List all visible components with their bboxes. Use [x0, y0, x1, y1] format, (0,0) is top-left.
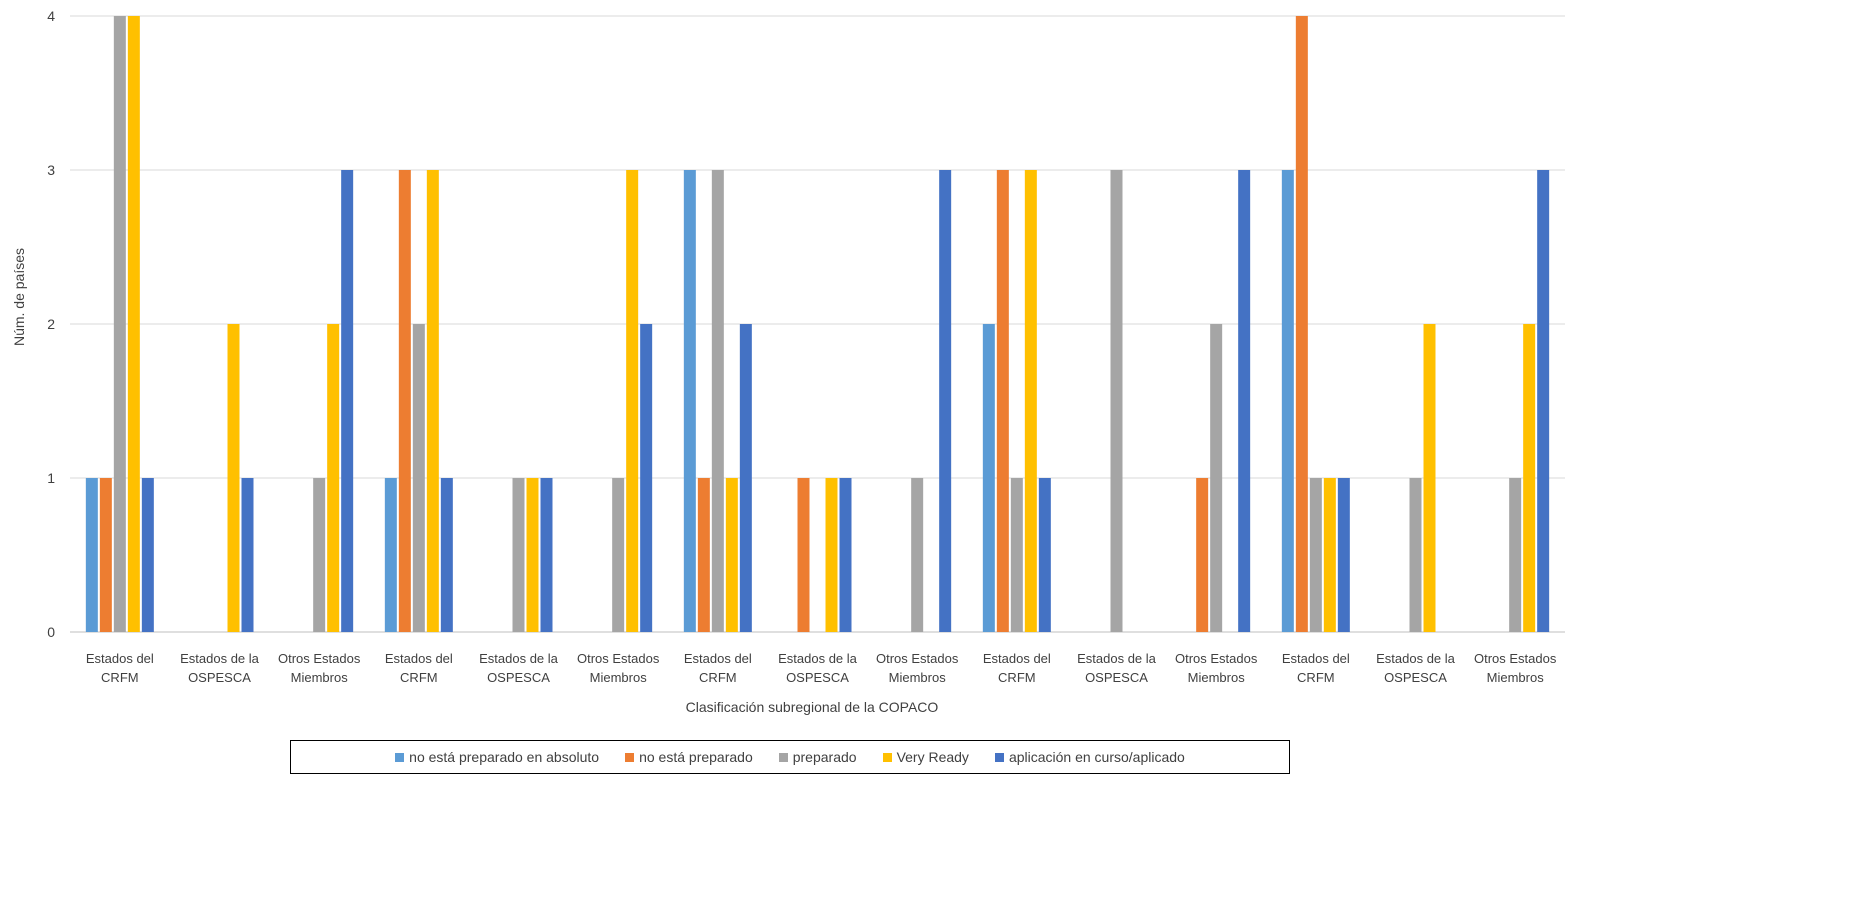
legend: no está preparado en absoluto no está pre…	[290, 740, 1290, 774]
bar	[341, 170, 354, 632]
x-tick-label: Estados del CRFM	[385, 651, 453, 685]
bar	[1295, 16, 1308, 632]
legend-item: Very Ready	[882, 749, 969, 765]
bar	[384, 478, 397, 632]
bar	[725, 478, 738, 632]
legend-swatch	[625, 752, 635, 762]
y-tick-label: 3	[47, 162, 55, 178]
bar	[1523, 324, 1536, 632]
bar	[1323, 478, 1336, 632]
y-axis-title: Núm. de países	[11, 248, 27, 346]
bar	[227, 324, 240, 632]
bar	[982, 324, 995, 632]
bar	[440, 478, 453, 632]
bar	[1423, 324, 1436, 632]
bar	[540, 478, 553, 632]
bar	[1010, 478, 1023, 632]
legend-label: no está preparado	[639, 749, 753, 765]
x-tick-label: Estados de la OSPESCA	[180, 651, 260, 685]
legend-label: aplicación en curso/aplicado	[1008, 749, 1185, 765]
legend-swatch	[994, 752, 1004, 762]
legend-item: no está preparado en absoluto	[395, 749, 599, 765]
x-tick-label: Estados de la OSPESCA	[1077, 651, 1157, 685]
x-tick-label: Estados del CRFM	[684, 651, 752, 685]
x-tick-label: Estados de la OSPESCA	[1376, 651, 1456, 685]
bar	[327, 324, 340, 632]
bar	[1196, 478, 1209, 632]
bar	[1038, 478, 1051, 632]
x-tick-label: Otros Estados Miembros	[278, 651, 361, 685]
x-tick-label: Estados del CRFM	[86, 651, 154, 685]
bar	[412, 324, 425, 632]
bar	[825, 478, 838, 632]
legend-label: preparado	[792, 749, 857, 765]
bar	[85, 478, 98, 632]
y-axis-ticks: 0 1 2 3 4	[47, 8, 55, 640]
bar	[1337, 478, 1350, 632]
bar	[1309, 478, 1322, 632]
bar	[141, 478, 154, 632]
bars	[85, 16, 1550, 632]
bar	[526, 478, 539, 632]
bar	[939, 170, 952, 632]
bar	[797, 478, 810, 632]
x-tick-label: Otros Estados Miembros	[876, 651, 959, 685]
x-tick-label: Estados del CRFM	[983, 651, 1051, 685]
bar	[697, 478, 710, 632]
x-tick-label: Otros Estados Miembros	[1175, 651, 1258, 685]
bar	[1281, 170, 1294, 632]
x-axis-ticks: Estados del CRFM Estados de la OSPESCA Otros…	[86, 651, 1557, 685]
bar	[426, 170, 439, 632]
legend-swatch	[882, 752, 892, 762]
bar	[1509, 478, 1522, 632]
bar	[996, 170, 1009, 632]
bar	[626, 170, 639, 632]
x-tick-label: Estados de la OSPESCA	[479, 651, 559, 685]
bar	[113, 16, 126, 632]
x-tick-label: Otros Estados Miembros	[1474, 651, 1557, 685]
x-tick-label: Estados del CRFM	[1282, 651, 1350, 685]
bar	[1210, 324, 1223, 632]
x-axis-title: Clasificación subregional de la COPACO	[686, 699, 939, 715]
bar	[1409, 478, 1422, 632]
bar	[1238, 170, 1251, 632]
legend-item: preparado	[778, 749, 857, 765]
bar	[512, 478, 525, 632]
bar	[1110, 170, 1123, 632]
bar	[683, 170, 696, 632]
bar	[739, 324, 752, 632]
legend-label: no está preparado en absoluto	[409, 749, 600, 765]
bar	[241, 478, 254, 632]
x-tick-label: Estados de la OSPESCA	[778, 651, 858, 685]
legend-item: no está preparado	[625, 749, 753, 765]
y-tick-label: 4	[47, 8, 55, 24]
bar	[313, 478, 326, 632]
bar	[711, 170, 724, 632]
y-tick-label: 2	[47, 316, 55, 332]
y-tick-label: 1	[47, 470, 55, 486]
bar	[99, 478, 112, 632]
bar	[398, 170, 411, 632]
legend-item: aplicación en curso/aplicado	[994, 749, 1185, 765]
legend-swatch	[778, 752, 788, 762]
y-tick-label: 0	[47, 624, 55, 640]
bar	[612, 478, 625, 632]
bar	[1024, 170, 1037, 632]
bar	[839, 478, 852, 632]
bar	[1537, 170, 1550, 632]
bar	[127, 16, 140, 632]
legend-label: Very Ready	[896, 749, 969, 765]
legend-swatch	[395, 752, 405, 762]
bar	[640, 324, 653, 632]
x-tick-label: Otros Estados Miembros	[577, 651, 660, 685]
bar	[911, 478, 924, 632]
